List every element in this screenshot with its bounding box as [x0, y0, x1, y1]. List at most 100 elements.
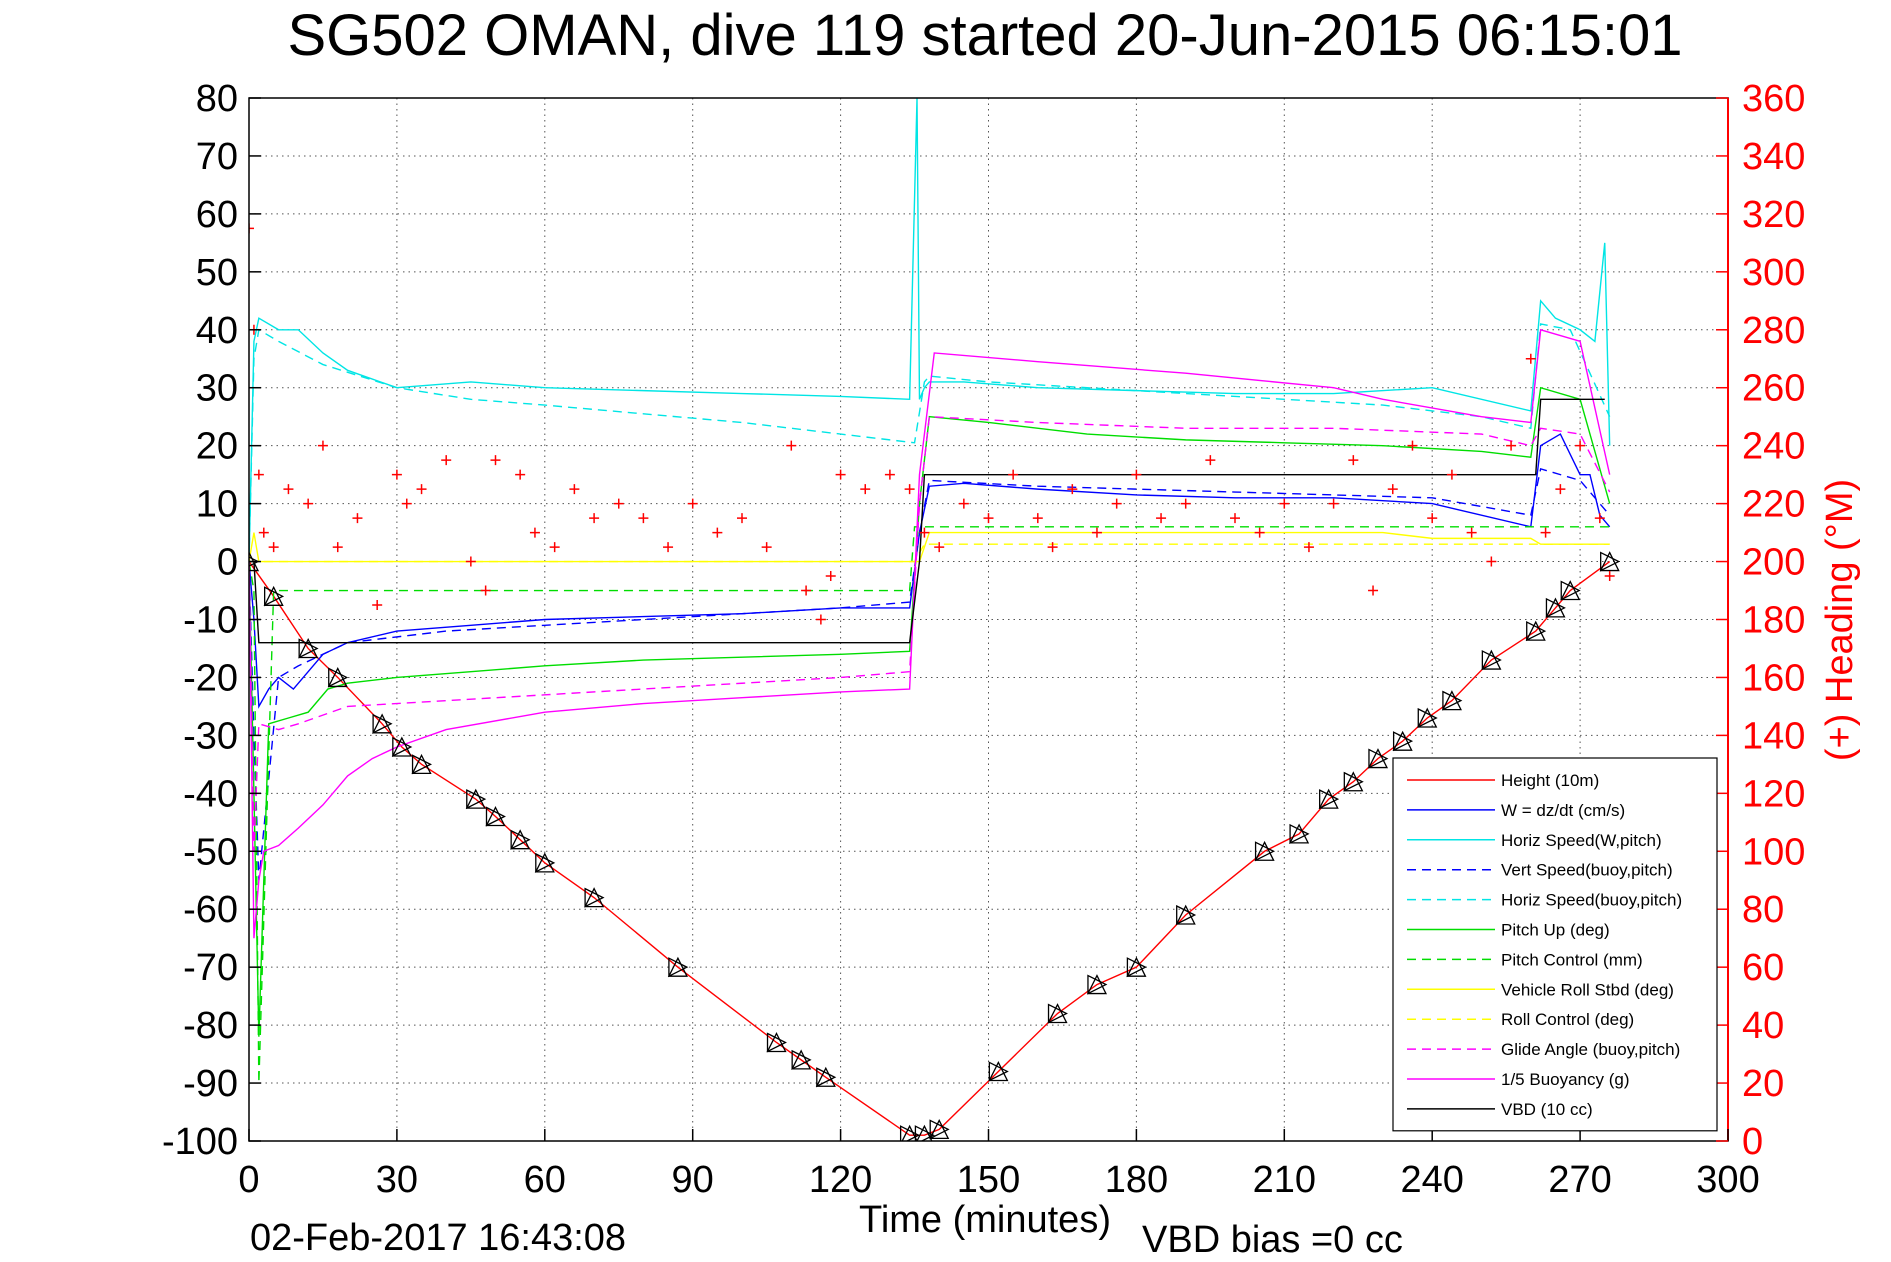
y-tick-label: 80 — [196, 78, 238, 120]
y-tick-label: -20 — [183, 657, 238, 699]
heading-point — [884, 469, 895, 480]
x-axis: 0 30 60 90 120 150 180 210 240 270 300 — [238, 1129, 1760, 1201]
height-marker — [1441, 690, 1462, 711]
heading-point — [1387, 484, 1398, 495]
heading-point — [258, 527, 269, 538]
height-marker — [1600, 551, 1621, 572]
heading-point — [480, 585, 491, 596]
height-marker — [916, 1124, 933, 1141]
x-tick-label: 30 — [376, 1159, 418, 1201]
heading-point — [761, 542, 772, 553]
height-marker — [372, 713, 393, 734]
y-tick-label: -60 — [183, 889, 238, 931]
height-marker — [1392, 730, 1413, 751]
heading-point — [549, 542, 560, 553]
height-marker — [667, 956, 688, 977]
heading-point — [1575, 440, 1586, 451]
y2-tick-label: 180 — [1742, 600, 1805, 642]
heading-point — [283, 484, 294, 495]
y2-tick-label: 300 — [1742, 252, 1805, 294]
height-marker — [766, 1032, 787, 1053]
heading-point — [1067, 484, 1078, 495]
legend-label: Pitch Control (mm) — [1501, 950, 1643, 969]
y2-tick-label: 280 — [1742, 310, 1805, 352]
height-marker — [1367, 748, 1389, 769]
height-marker — [1545, 597, 1566, 618]
y2-tick-label: 340 — [1742, 136, 1805, 178]
height-marker — [1087, 974, 1108, 995]
height-marker — [584, 887, 605, 908]
height-marker — [327, 666, 348, 688]
heading-point — [786, 440, 797, 451]
heading-point — [1047, 542, 1058, 553]
y-tick-label: -10 — [183, 600, 238, 642]
height-marker — [1526, 621, 1547, 642]
series-line-1 — [249, 433, 1611, 709]
series-line-4 — [249, 323, 1611, 562]
y-tick-label: -100 — [162, 1121, 238, 1163]
heading-point — [490, 455, 501, 466]
heading-point — [1254, 527, 1265, 538]
legend-label: Roll Control (deg) — [1501, 1010, 1634, 1029]
y-tick-label: -80 — [183, 1005, 238, 1047]
height-marker — [510, 829, 531, 850]
heading-point — [1032, 513, 1043, 524]
heading-point — [1156, 513, 1167, 524]
heading-point — [1008, 469, 1019, 480]
legend-label: VBD (10 cc) — [1501, 1100, 1593, 1119]
heading-point — [268, 542, 279, 553]
heading-point — [1091, 527, 1102, 538]
x-tick-label: 270 — [1548, 1159, 1611, 1201]
y-axis: 80 70 60 50 40 30 20 10 0 -10 -20 -30 -40 -50 -60 -70 -8… — [162, 78, 261, 1163]
y2-tick-label: 120 — [1742, 773, 1805, 815]
heading-point — [303, 498, 314, 509]
series-layer — [249, 98, 1621, 1141]
x-tick-label: 90 — [672, 1159, 714, 1201]
heading-point — [1180, 498, 1191, 509]
heading-point — [1368, 585, 1379, 596]
heading-point — [1111, 498, 1122, 509]
heading-point — [401, 498, 412, 509]
legend-label: 1/5 Buoyancy (g) — [1501, 1070, 1630, 1089]
legend-label: W = dz/dt (cm/s) — [1501, 801, 1625, 820]
height-marker — [485, 806, 506, 827]
height-marker — [392, 736, 413, 758]
heading-point — [1131, 469, 1142, 480]
x-tick-label: 180 — [1105, 1159, 1168, 1201]
y2-tick-label: 260 — [1742, 368, 1805, 410]
height-marker — [1047, 1003, 1068, 1024]
height-marker — [1047, 1003, 1068, 1024]
heading-point — [253, 469, 264, 480]
heading-point — [1427, 513, 1438, 524]
x-tick-label: 240 — [1400, 1159, 1463, 1201]
heading-point — [687, 498, 698, 509]
y-tick-label: -40 — [183, 773, 238, 815]
heading-point — [1230, 513, 1240, 524]
heading-point — [1555, 484, 1566, 495]
height-marker — [1343, 771, 1364, 792]
height-marker — [1318, 788, 1339, 809]
height-marker — [988, 1061, 1009, 1082]
y2-axis-label: (+) Heading (°M) — [1819, 479, 1861, 761]
heading-point — [860, 484, 871, 495]
legend-label: Height (10m) — [1501, 771, 1599, 790]
heading-point — [391, 469, 402, 480]
heading-point — [1540, 527, 1551, 538]
series-line-0 — [249, 560, 1611, 1136]
heading-point — [801, 585, 812, 596]
height-marker — [1126, 957, 1147, 978]
heading-point — [1525, 353, 1536, 364]
height-marker — [929, 1118, 950, 1140]
series-line-6 — [249, 526, 1610, 1084]
heading-point — [372, 600, 383, 611]
heading-point — [441, 455, 452, 466]
height-marker — [1417, 707, 1438, 728]
heading-point — [904, 484, 915, 495]
y2-tick-label: 0 — [1742, 1121, 1763, 1163]
height-marker — [584, 887, 605, 908]
y-tick-label: -90 — [183, 1063, 238, 1105]
series-line-9 — [249, 415, 1611, 852]
series-line-11 — [249, 398, 1605, 644]
height-marker — [298, 638, 319, 659]
